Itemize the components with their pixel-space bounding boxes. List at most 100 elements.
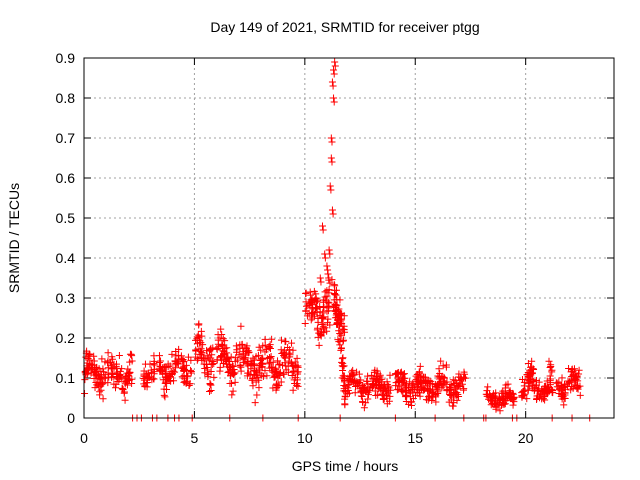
data-point (492, 402, 500, 410)
data-point (141, 360, 149, 368)
data-point (163, 380, 171, 388)
data-point (402, 398, 410, 406)
data-point (564, 377, 572, 385)
data-point (328, 206, 336, 214)
data-point (428, 379, 436, 387)
data-point (275, 360, 283, 368)
data-point (440, 374, 448, 382)
data-point (241, 354, 249, 362)
data-point (97, 367, 105, 375)
data-point (126, 358, 134, 366)
data-point (331, 301, 339, 309)
data-point (273, 380, 281, 388)
data-point (318, 320, 326, 328)
data-point (319, 226, 327, 234)
data-point (289, 386, 297, 394)
data-point (568, 383, 576, 391)
data-point (277, 336, 285, 344)
x-tick-label: 0 (80, 430, 88, 446)
data-point (289, 368, 297, 376)
data-point (371, 375, 379, 383)
data-point (316, 308, 324, 316)
data-point (248, 361, 256, 369)
data-point (282, 337, 290, 345)
data-point (195, 321, 203, 329)
data-point (330, 94, 338, 102)
data-point (217, 325, 225, 333)
data-point (323, 262, 331, 270)
data-point (291, 358, 299, 366)
data-point (121, 396, 129, 404)
data-point (261, 367, 269, 375)
data-point (180, 358, 188, 366)
data-point (313, 308, 321, 316)
data-point (548, 368, 556, 376)
data-point (225, 367, 233, 375)
data-point (491, 393, 499, 401)
y-tick-label: 0.6 (56, 170, 76, 186)
data-point (228, 391, 236, 399)
data-point (417, 379, 425, 387)
data-point (255, 343, 263, 351)
data-point (294, 370, 302, 378)
data-point (371, 366, 379, 374)
data-point (499, 400, 507, 408)
data-point (251, 399, 259, 407)
data-point (183, 372, 191, 380)
data-point (109, 373, 117, 381)
data-point (293, 380, 301, 388)
data-point (263, 372, 271, 380)
data-point (349, 366, 357, 374)
data-point (218, 341, 226, 349)
data-point (378, 390, 386, 398)
data-point (565, 364, 573, 372)
data-point (150, 368, 158, 376)
data-point (321, 293, 329, 301)
data-point (160, 391, 168, 399)
data-point (338, 325, 346, 333)
data-point (502, 381, 510, 389)
data-point (308, 314, 316, 322)
data-point (253, 391, 261, 399)
data-point (140, 372, 148, 380)
y-tick-label: 0.9 (56, 50, 76, 66)
data-point (326, 250, 334, 258)
data-point (94, 379, 102, 387)
data-point (214, 336, 222, 344)
data-point (368, 371, 376, 379)
data-point (207, 367, 215, 375)
data-point (337, 346, 345, 354)
data-point (110, 380, 118, 388)
data-point (380, 395, 388, 403)
data-point (333, 320, 341, 328)
data-point (90, 375, 98, 383)
data-point (539, 395, 547, 403)
data-point (400, 370, 408, 378)
data-point (330, 66, 338, 74)
data-point (227, 353, 235, 361)
data-point (523, 395, 531, 403)
data-point (195, 345, 203, 353)
data-point (483, 392, 491, 400)
data-point (149, 375, 157, 383)
data-point (318, 314, 326, 322)
data-point (237, 322, 245, 330)
data-point (90, 357, 98, 365)
data-point (325, 246, 333, 254)
data-point (99, 395, 107, 403)
data-point (328, 138, 336, 146)
y-tick-label: 0.8 (56, 90, 76, 106)
data-point (255, 364, 263, 372)
data-point (224, 355, 232, 363)
data-point (356, 385, 364, 393)
data-point (525, 377, 533, 385)
data-point (306, 288, 314, 296)
data-point (277, 346, 285, 354)
data-point (257, 346, 265, 354)
data-point (362, 387, 370, 395)
data-point (81, 376, 89, 384)
data-point (380, 381, 388, 389)
data-point (294, 363, 302, 371)
data-point (436, 379, 444, 387)
data-point (86, 361, 94, 369)
